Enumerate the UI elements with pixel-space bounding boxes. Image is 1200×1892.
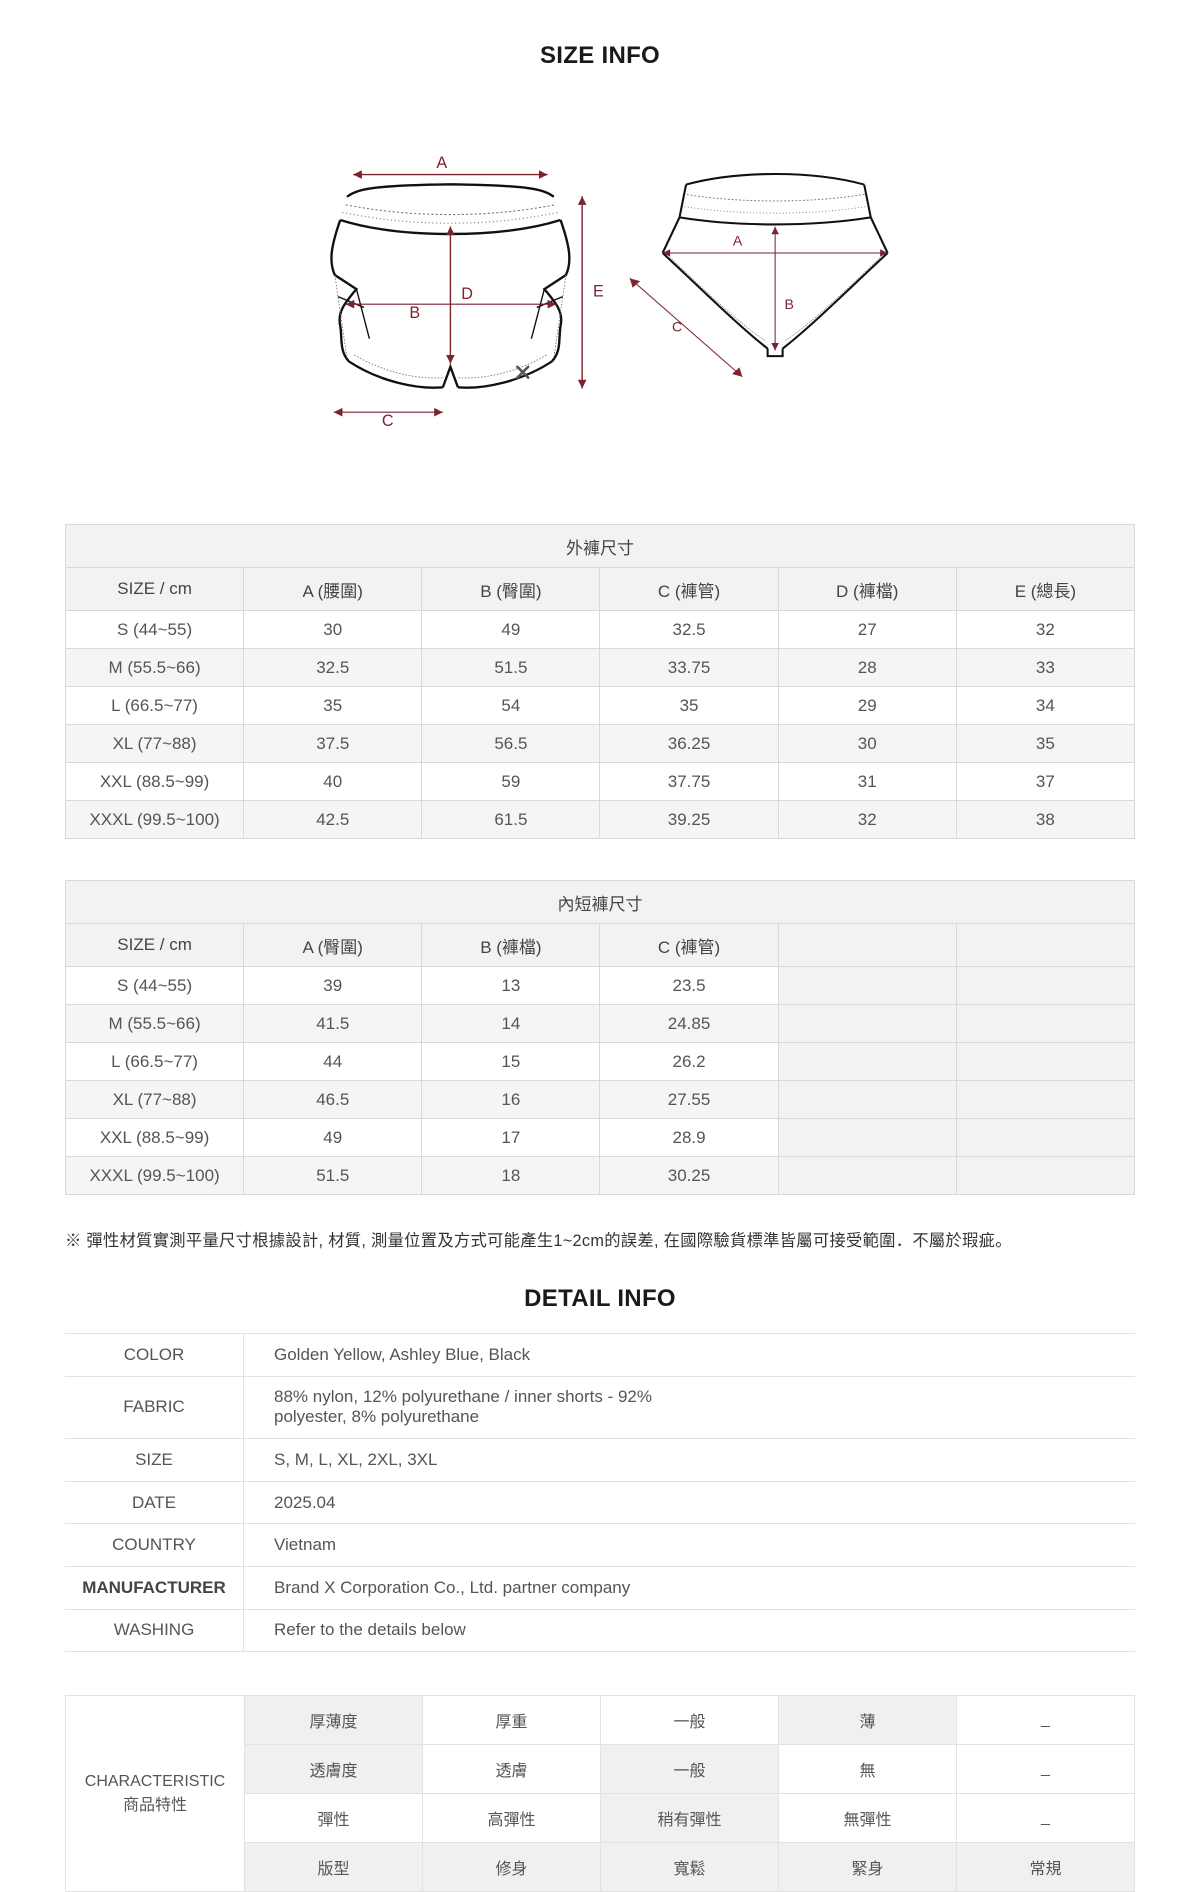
svg-text:D: D — [461, 285, 473, 303]
svg-text:B: B — [785, 296, 794, 312]
svg-text:A: A — [436, 154, 447, 172]
svg-text:C: C — [382, 412, 394, 430]
svg-text:C: C — [672, 319, 682, 335]
svg-text:E: E — [593, 283, 604, 301]
svg-text:B: B — [409, 304, 420, 322]
svg-text:A: A — [733, 233, 743, 249]
